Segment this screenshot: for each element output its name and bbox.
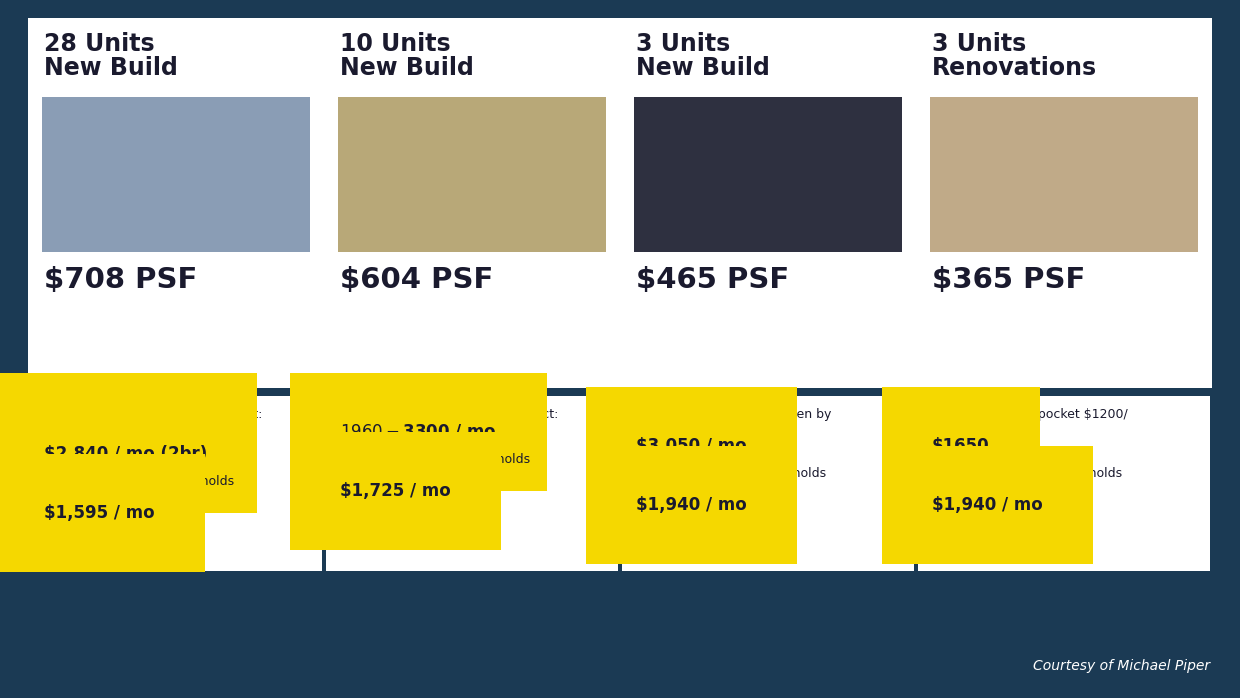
Text: $465 PSF: $465 PSF [636, 266, 789, 294]
Bar [42, 97, 310, 252]
Bar [30, 396, 322, 571]
Text: Rents required for a viable project:: Rents required for a viable project: [340, 408, 558, 421]
Text: month in income: month in income [932, 422, 1038, 435]
Text: $1,595 / mo: $1,595 / mo [43, 504, 155, 522]
Text: Rent required to pocket $1200/: Rent required to pocket $1200/ [932, 408, 1127, 421]
Text: 10 Units: 10 Units [340, 32, 450, 56]
Text: Rent required to break even by: Rent required to break even by [636, 408, 831, 421]
Text: New Build: New Build [340, 56, 474, 80]
Text: Rents required for a viable project:: Rents required for a viable project: [43, 408, 263, 421]
Text: Renovations: Renovations [932, 56, 1097, 80]
Text: earning median income:: earning median income: [636, 481, 789, 494]
Text: Affordable rent for households: Affordable rent for households [932, 467, 1122, 480]
Text: Courtesy of Michael Piper: Courtesy of Michael Piper [1033, 659, 1210, 673]
Text: earning median income:: earning median income: [932, 481, 1085, 494]
Text: $1960-$3300 / mo: $1960-$3300 / mo [340, 423, 497, 441]
Text: earning median income:: earning median income: [43, 489, 197, 502]
Bar [930, 97, 1198, 252]
Text: $708 PSF: $708 PSF [43, 266, 197, 294]
Text: $1,940 / mo: $1,940 / mo [932, 496, 1043, 514]
Bar [326, 396, 618, 571]
Text: New Build: New Build [636, 56, 770, 80]
Text: $1,940 / mo: $1,940 / mo [636, 496, 746, 514]
Text: Affordable rent for households: Affordable rent for households [636, 467, 826, 480]
Text: Affordable rent for households: Affordable rent for households [340, 453, 531, 466]
Bar [634, 97, 901, 252]
Bar [339, 97, 606, 252]
Text: $2,490 / mo (1br): $2,490 / mo (1br) [43, 423, 207, 441]
Text: $1,725 / mo: $1,725 / mo [340, 482, 451, 500]
Text: $1650: $1650 [932, 437, 990, 455]
Text: earning median income:: earning median income: [340, 467, 492, 480]
Bar [29, 18, 1211, 388]
Text: $3,050 / mo: $3,050 / mo [636, 437, 746, 455]
Text: $2,840 / mo (2br): $2,840 / mo (2br) [43, 445, 207, 463]
Text: 3 Units: 3 Units [932, 32, 1027, 56]
Text: $604 PSF: $604 PSF [340, 266, 494, 294]
Bar [918, 396, 1210, 571]
Text: 3 Units: 3 Units [636, 32, 730, 56]
Text: year three:: year three: [636, 422, 706, 435]
Text: 28 Units: 28 Units [43, 32, 155, 56]
Text: New Build: New Build [43, 56, 177, 80]
Text: $365 PSF: $365 PSF [932, 266, 1085, 294]
Bar [622, 396, 914, 571]
Text: Affordable rent for households: Affordable rent for households [43, 475, 234, 488]
